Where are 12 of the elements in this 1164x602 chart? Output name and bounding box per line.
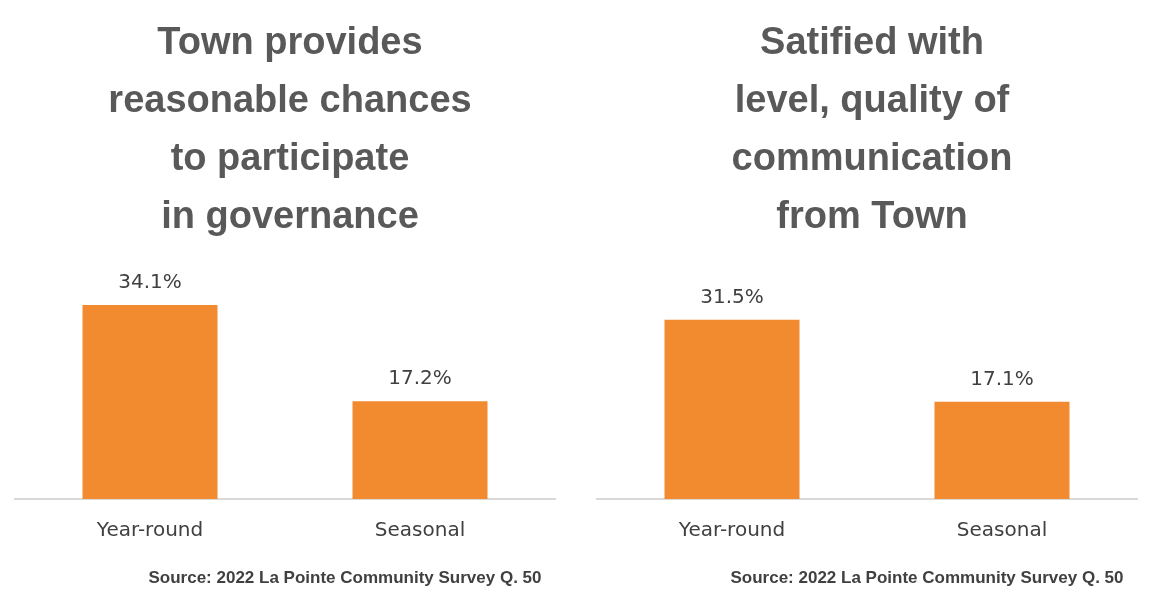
x-tick-label: Seasonal	[956, 517, 1048, 542]
data-label: 17.2%	[388, 365, 452, 390]
data-label: 17.1%	[970, 365, 1034, 390]
data-label: 34.1%	[118, 269, 182, 294]
data-label: 31.5%	[700, 283, 764, 308]
chart-title: Town provides reasonable chances to participate in governance	[107, 19, 473, 238]
source-note: Source: 2022 La Pointe Community Survey Q. 50	[729, 568, 1125, 588]
x-tick-label: Year-round	[95, 517, 204, 542]
x-tick-label: Year-round	[677, 517, 786, 542]
chart-title: Satified with level, quality of communication from Town	[730, 19, 1014, 238]
x-tick-label: Seasonal	[374, 517, 466, 542]
source-note: Source: 2022 La Pointe Community Survey Q. 50	[147, 568, 543, 588]
